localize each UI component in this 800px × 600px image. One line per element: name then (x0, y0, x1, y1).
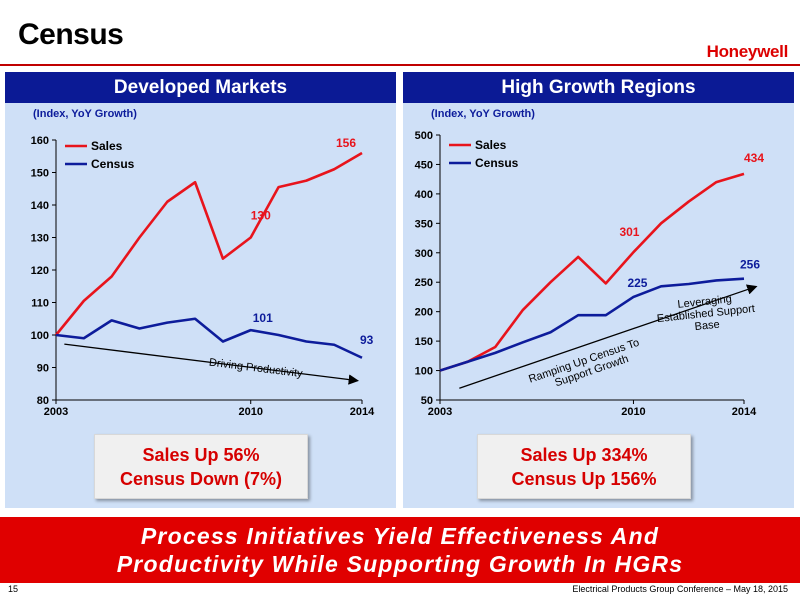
banner-line-1: Process Initiatives Yield Effectiveness … (140, 523, 660, 549)
conference-footer: Electrical Products Group Conference – M… (572, 584, 788, 594)
unit-note: (Index, YoY Growth) (33, 108, 137, 120)
banner-line-2: Productivity While Supporting Growth In … (116, 551, 684, 577)
summary-box: Sales Up 334% Census Up 156% (477, 434, 691, 499)
y-tick-label: 140 (31, 200, 49, 212)
series-line-sales (439, 172, 745, 372)
y-tick-label: 500 (415, 130, 433, 142)
y-tick-label: 130 (31, 233, 49, 245)
panel-title: High Growth Regions (403, 72, 794, 103)
page-title: Census (18, 18, 124, 51)
data-label: 301 (619, 225, 639, 239)
y-tick-label: 300 (415, 248, 433, 260)
legend-label: Sales (475, 138, 507, 152)
data-label: 93 (360, 333, 374, 347)
series-line-sales (54, 151, 363, 336)
annotation-label: Leveraging (677, 293, 732, 311)
title-divider (0, 64, 800, 66)
y-tick-label: 90 (37, 363, 49, 375)
data-label: 130 (251, 209, 271, 223)
unit-note: (Index, YoY Growth) (431, 108, 535, 120)
x-tick-label: 2003 (428, 406, 452, 418)
summary-census: Census Up 156% (511, 469, 657, 489)
x-tick-label: 2003 (44, 406, 68, 418)
y-tick-label: 350 (415, 218, 433, 230)
developed-markets-panel: Developed Markets (Index, YoY Growth) 80… (5, 72, 396, 508)
annotation-label: Driving Productivity (208, 357, 303, 381)
legend-label: Census (91, 157, 135, 171)
page-number: 15 (8, 584, 19, 594)
y-tick-label: 150 (31, 168, 49, 180)
annotation-label: Base (694, 319, 720, 334)
data-label: 156 (336, 136, 356, 150)
y-tick-label: 400 (415, 189, 433, 201)
x-tick-label: 2010 (621, 406, 645, 418)
y-tick-label: 50 (421, 395, 433, 407)
x-tick-label: 2014 (732, 406, 757, 418)
data-label: 256 (740, 258, 760, 272)
y-tick-label: 250 (415, 277, 433, 289)
x-tick-label: 2014 (350, 406, 375, 418)
legend-label: Sales (91, 139, 123, 153)
summary-box: Sales Up 56% Census Down (7%) (94, 434, 308, 499)
summary-sales: Sales Up 56% (142, 445, 260, 465)
y-tick-label: 110 (31, 298, 49, 310)
high-growth-regions-chart: 50 100 150 200 250 300 350 400 450 500 2003 2010 201… (415, 130, 765, 418)
developed-markets-chart: 80 90 100 110 120 130 140 150 160 2003 2010 2014 Sal… (31, 135, 375, 418)
y-tick-label: 160 (31, 135, 49, 147)
data-label: 434 (744, 151, 764, 165)
summary-sales: Sales Up 334% (520, 445, 648, 465)
honeywell-logo: Honeywell (706, 42, 789, 61)
y-tick-label: 450 (415, 159, 433, 171)
y-tick-label: 120 (31, 265, 49, 277)
x-tick-label: 2010 (238, 406, 262, 418)
conclusion-banner: Process Initiatives Yield Effectiveness … (0, 517, 800, 583)
legend-label: Census (475, 156, 519, 170)
y-tick-label: 100 (31, 330, 49, 342)
y-tick-label: 100 (415, 366, 433, 378)
data-label: 101 (253, 311, 273, 325)
annotation-arrow (64, 343, 360, 385)
y-tick-label: 200 (415, 307, 433, 319)
data-label: 225 (627, 276, 647, 290)
y-tick-label: 80 (37, 395, 49, 407)
y-tick-label: 150 (415, 336, 433, 348)
series-line-census (439, 277, 745, 372)
series-line-census (55, 317, 363, 359)
annotation-arrow (459, 284, 758, 389)
summary-census: Census Down (7%) (119, 469, 283, 489)
panel-title: Developed Markets (5, 72, 396, 103)
high-growth-regions-panel: High Growth Regions (Index, YoY Growth) … (403, 72, 794, 508)
